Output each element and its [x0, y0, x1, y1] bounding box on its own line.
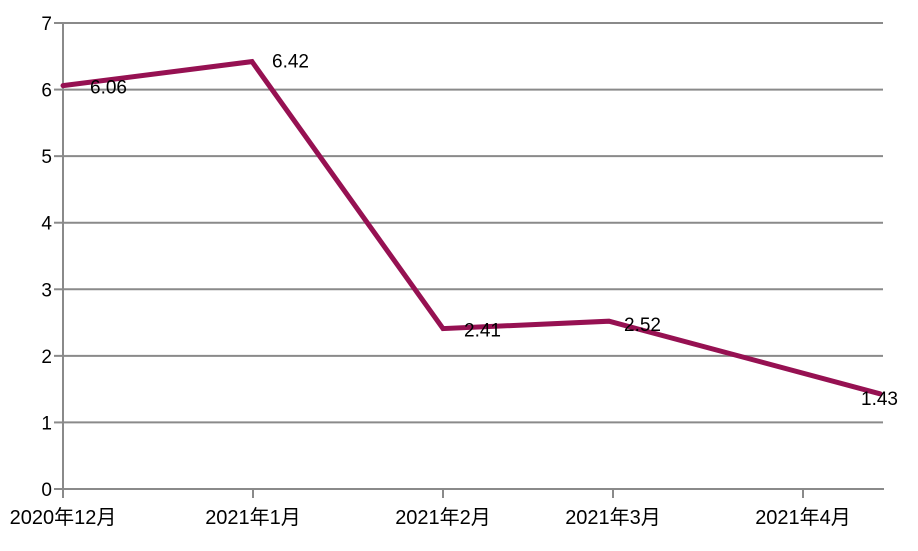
- y-tick-label: 4: [41, 214, 52, 235]
- x-tick-label: 2021年2月: [395, 506, 491, 529]
- y-tick-label: 0: [41, 480, 52, 501]
- data-point-label: 2.41: [464, 321, 501, 342]
- y-tick-label: 7: [41, 14, 52, 35]
- data-point-label: 6.42: [272, 52, 309, 73]
- x-tick-label: 2021年4月: [755, 506, 851, 529]
- x-tick-label: 2021年1月: [205, 506, 301, 529]
- x-tick-label: 2021年3月: [565, 506, 661, 529]
- data-point-label: 2.52: [624, 315, 661, 336]
- y-tick-label: 6: [41, 81, 52, 102]
- y-tick-label: 2: [41, 347, 52, 368]
- data-point-label: 6.06: [90, 78, 127, 99]
- data-line: [60, 58, 883, 397]
- y-tick-label: 1: [41, 413, 52, 434]
- data-point-label: 1.43: [861, 389, 898, 410]
- y-tick-label: 5: [41, 147, 52, 168]
- y-tick-label: 3: [41, 280, 52, 301]
- x-tick-label: 2020年12月: [10, 506, 117, 529]
